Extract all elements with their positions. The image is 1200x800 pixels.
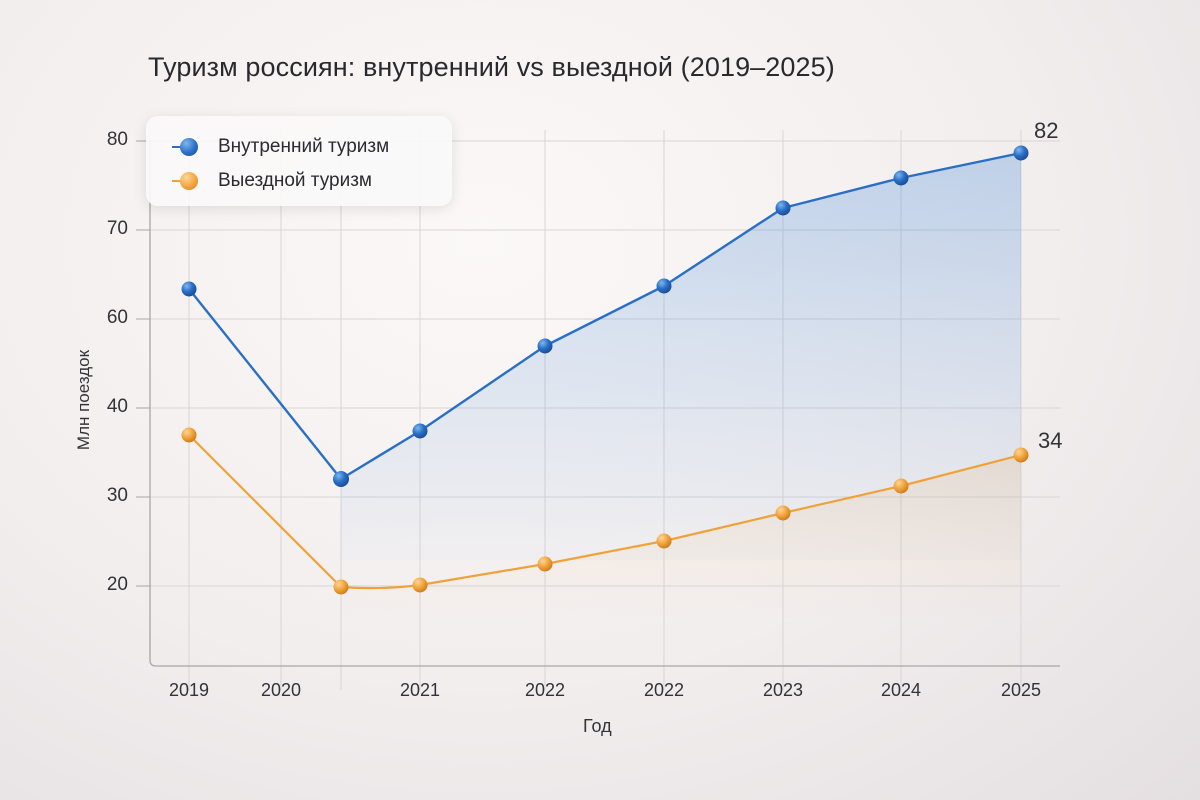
x-tick: 2025 [1000,680,1042,700]
x-tick: 2019 [168,680,210,700]
x-tick: 2023 [762,680,804,700]
y-tick: 70 [106,218,128,239]
chart-title: Туризм россиян: внутренний vs выездной (… [148,52,835,82]
domestic-line [188,151,1022,481]
x-tick: 2024 [880,680,922,700]
y-tick: 40 [106,396,128,417]
legend-label: Выездной туризм [218,170,372,191]
y-tick: 80 [106,129,128,150]
outbound-end-label: 34 [1038,428,1063,453]
axis-frame [149,140,1060,667]
y-axis-label: Млн поездок [74,349,93,451]
x-tick: 2021 [399,680,441,700]
blue-marker-icon [172,137,204,157]
legend-item-domestic[interactable]: Внутренний туризм [172,136,389,158]
legend-item-outbound[interactable]: Выездной туризм [172,170,372,192]
y-tick: 30 [106,485,128,506]
domestic-area [341,153,1021,560]
orange-marker-icon [172,171,204,191]
x-tick: 2022 [643,680,685,700]
y-tick: 60 [106,307,128,328]
y-tick: 20 [106,574,128,595]
domestic-points [181,145,1029,487]
x-axis-label: Год [583,716,612,736]
legend-label: Внутренний туризм [218,136,390,157]
x-tick: 2022 [524,680,566,700]
x-tick: 2020 [260,680,302,700]
legend: Внутренний туризм Выездной туризм [146,116,452,206]
outbound-points [181,427,1029,595]
domestic-end-label: 82 [1034,118,1059,143]
